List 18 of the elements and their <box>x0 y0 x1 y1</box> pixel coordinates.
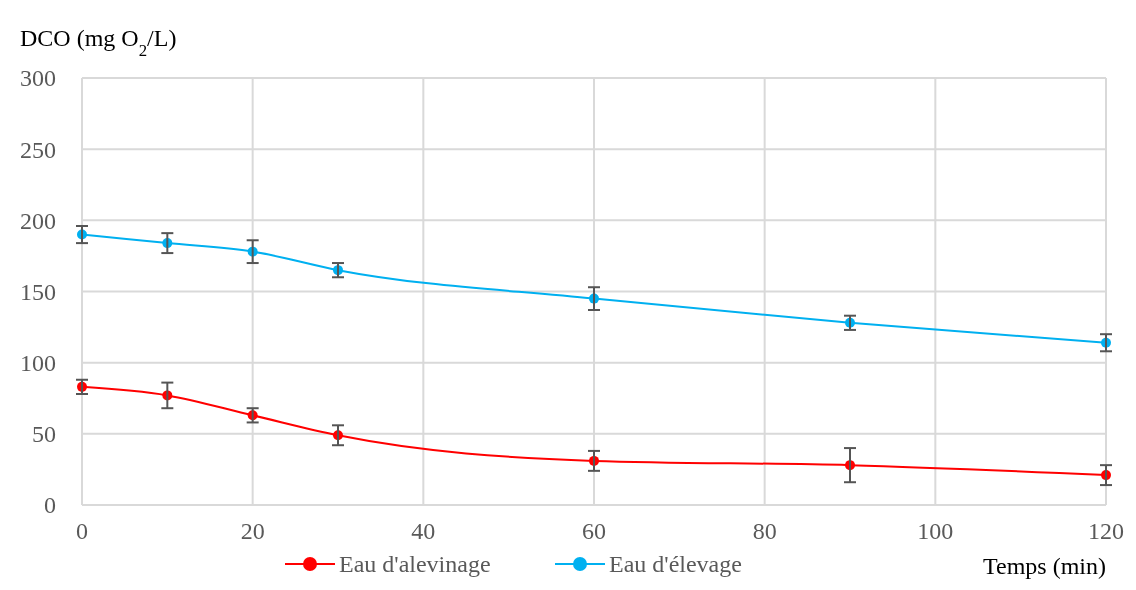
legend-label: Eau d'alevinage <box>339 551 491 577</box>
x-tick-label: 80 <box>752 518 777 544</box>
x-tick-label: 60 <box>582 518 606 544</box>
y-tick-label: 200 <box>20 207 56 234</box>
y-tick-label: 150 <box>20 278 56 305</box>
x-axis-title: Temps (min) <box>983 553 1106 579</box>
y-tick-label: 300 <box>20 65 56 92</box>
x-tick-label: 100 <box>917 518 954 544</box>
y-tick-label: 250 <box>20 136 56 163</box>
y-tick-label: 0 <box>44 492 56 519</box>
x-tick-label: 0 <box>76 518 88 544</box>
y-tick-label: 50 <box>32 421 56 448</box>
x-tick-label: 40 <box>411 518 436 544</box>
y-tick-label: 100 <box>20 350 56 377</box>
x-tick-label: 20 <box>240 518 265 544</box>
y-axis-title: DCO (mg O$_{2}$/L) <box>20 25 177 60</box>
legend-label: Eau d'élevage <box>609 551 742 577</box>
x-tick-label: 120 <box>1088 518 1124 544</box>
